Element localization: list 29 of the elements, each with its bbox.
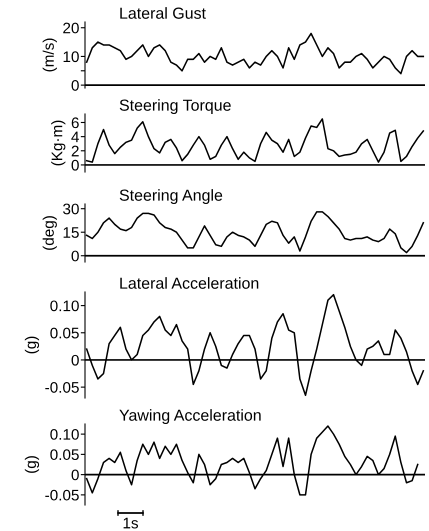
y-tick-label: 0 bbox=[72, 250, 79, 262]
y-tick-label: -0.05 bbox=[45, 490, 79, 501]
y-tick-label: 0 bbox=[72, 80, 79, 91]
y-tick-label: 4 bbox=[71, 132, 79, 142]
y-tick-label: 0.10 bbox=[50, 300, 79, 312]
y-tick-label: 0 bbox=[72, 354, 79, 366]
y-tick-label: 10 bbox=[64, 51, 79, 62]
chart-title: Steering Angle bbox=[120, 189, 222, 204]
y-tick-label: 0.05 bbox=[50, 328, 79, 338]
y-axis-title: (g) bbox=[24, 456, 40, 473]
y-tick-label: 30 bbox=[63, 204, 79, 214]
y-tick-label: 2 bbox=[72, 146, 79, 156]
y-axis-title: (deg) bbox=[42, 216, 57, 250]
chart-title: Yawing Acceleration bbox=[119, 409, 261, 424]
chart-title: Steering Torque bbox=[120, 99, 231, 114]
chart-title: Lateral Acceleration bbox=[120, 277, 258, 289]
text: 1s bbox=[124, 518, 138, 528]
y-tick-label: 0 bbox=[72, 469, 79, 480]
chart-title: Lateral Gust bbox=[120, 7, 206, 19]
y-axis-title: (Kg·m) bbox=[51, 120, 66, 166]
y-tick-label: 6 bbox=[72, 117, 79, 128]
y-tick-label: 0.05 bbox=[50, 449, 79, 460]
y-tick-label: 0 bbox=[72, 160, 79, 171]
y-axis-title: (g) bbox=[24, 336, 40, 354]
y-tick-label: -0.05 bbox=[45, 382, 79, 393]
y-tick-label: 15 bbox=[64, 227, 79, 238]
y-axis-title: (m/s) bbox=[42, 38, 57, 72]
y-tick-label: 20 bbox=[63, 22, 79, 34]
y-tick-label: 0.10 bbox=[50, 428, 79, 440]
